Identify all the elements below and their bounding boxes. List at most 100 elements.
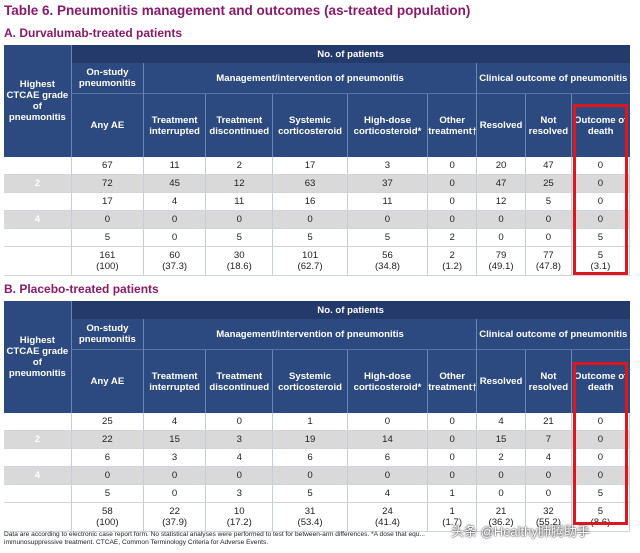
num-patients-header: No. of patients — [71, 301, 630, 319]
clinical-outcome-header: Clinical outcome of pneumonitis — [476, 63, 630, 94]
total-percent: (37.3) — [162, 261, 188, 272]
cell-treatment-discontinued: 4 — [205, 448, 274, 467]
cell-not-resolved: 4 — [525, 448, 572, 467]
total-count: 56 — [382, 250, 393, 261]
col-header-not-resolved: Not resolved — [524, 349, 572, 413]
col-header-treatment-interrupted: Treatment interrupted — [143, 349, 206, 413]
grade-label: 4 — [4, 210, 72, 229]
total-count: 79 — [495, 250, 507, 261]
cell-high-dose-corticosteroid: 6 — [347, 448, 429, 467]
cell-high-dose-corticosteroid: 3 — [347, 157, 429, 175]
cell-treatment-interrupted: 4 — [143, 192, 207, 211]
cell-resolved: 0 — [476, 210, 526, 229]
watermark: 头条 @Healthy肺腾助手 — [451, 524, 590, 539]
total-cell-resolved: 21 (36.2) — [476, 502, 526, 532]
cell-treatment-interrupted: 0 — [143, 210, 207, 229]
cell-high-dose-corticosteroid: 11 — [347, 192, 429, 211]
total-count: 60 — [169, 250, 180, 261]
col-header-not-resolved: Not resolved — [524, 93, 572, 157]
placebo-table: Highest CTCAE grade of pneumonitis No. of… — [4, 301, 631, 532]
highlight-box-death-a — [573, 104, 628, 275]
cell-resolved: 0 — [476, 466, 526, 485]
grade-label: 4 — [4, 466, 72, 485]
cell-resolved: 2 — [476, 448, 526, 467]
cell-treatment-interrupted: 15 — [143, 430, 207, 449]
col-header-high-dose-corticosteroid: High-dose corticosteroid* — [346, 93, 428, 157]
clinical-outcome-header: Clinical outcome of pneumonitis — [476, 319, 630, 350]
col-header-treatment-discontinued: Treatment discontinued — [205, 93, 273, 157]
management-header: Management/intervention of pneumonitis — [143, 319, 477, 350]
cell-any-ae: 0 — [71, 466, 145, 485]
total-cell-outcome-of-death: 5 (8.6) — [571, 502, 631, 532]
cell-outcome-of-death: 0 — [571, 192, 631, 211]
col-header-other-treatment: Other treatment† — [427, 349, 477, 413]
on-study-header: On-study pneumonitis — [71, 63, 144, 94]
table-title: Table 6. Pneumonitis management and outc… — [4, 3, 471, 18]
total-row: Total, n (%) 161 (100) 60 (37.3) 30 (18.6) 101(… — [4, 246, 631, 276]
col-header-any-ae: Any AE — [71, 349, 144, 413]
total-percent: (100) — [96, 517, 119, 528]
cell-not-resolved: 5 — [525, 192, 572, 211]
durvalumab-table: Highest CTCAE grade of pneumonitis No. of… — [4, 45, 631, 276]
cell-not-resolved: 0 — [525, 466, 572, 485]
total-cell-any-ae: 58 (100) — [71, 502, 145, 532]
total-count: 31 — [304, 506, 316, 517]
total-cell-other-treatment: 1 (1.7) — [427, 502, 478, 532]
cell-treatment-discontinued: 0 — [205, 466, 274, 485]
total-percent: (3.1) — [590, 261, 611, 272]
total-percent: (1.7) — [442, 517, 463, 528]
cell-treatment-discontinued: 11 — [205, 192, 274, 211]
cell-not-resolved: 21 — [525, 413, 572, 431]
section-a-heading: A. Durvalumab-treated patients — [4, 26, 183, 40]
total-cell-high-dose-corticosteroid: 24 (41.4) — [347, 502, 429, 532]
cell-treatment-discontinued: 0 — [205, 210, 274, 229]
total-percent: (47.8) — [535, 261, 561, 272]
grade-label: 5 — [4, 484, 72, 503]
cell-treatment-interrupted: 45 — [143, 174, 207, 193]
col-header-other-treatment: Other treatment† — [427, 93, 477, 157]
total-count: 101 — [302, 250, 319, 261]
section-b-heading: B. Placebo-treated patients — [4, 282, 159, 296]
total-row: Total, n (%) 58 (100) 22 (37.9) 10 (17.2) 31 (53… — [4, 502, 631, 532]
total-label: Total, n (%) — [4, 502, 72, 532]
cell-treatment-discontinued: 5 — [205, 228, 274, 247]
cell-outcome-of-death: 0 — [571, 430, 631, 449]
total-cell-resolved: 79 (49.1) — [476, 246, 526, 276]
total-percent: (17.2) — [226, 517, 252, 528]
col-header-high-dose-corticosteroid: High-dose corticosteroid* — [346, 349, 428, 413]
total-percent: (34.8) — [374, 261, 400, 272]
cell-treatment-interrupted: 4 — [143, 413, 207, 431]
cell-treatment-interrupted: 3 — [143, 448, 207, 467]
cell-outcome-of-death: 0 — [571, 448, 631, 467]
cell-systemic-corticosteroid: 0 — [272, 466, 348, 485]
total-count: 161 — [99, 250, 116, 261]
cell-treatment-interrupted: 0 — [143, 466, 207, 485]
total-count: 5 — [597, 506, 604, 517]
cell-outcome-of-death: 0 — [571, 174, 631, 193]
cell-not-resolved: 0 — [525, 228, 572, 247]
cell-high-dose-corticosteroid: 14 — [347, 430, 429, 449]
management-header: Management/intervention of pneumonitis — [143, 63, 477, 94]
cell-other-treatment: 1 — [427, 484, 478, 503]
cell-high-dose-corticosteroid: 5 — [347, 228, 429, 247]
total-count: 24 — [382, 506, 393, 517]
cell-resolved: 47 — [476, 174, 526, 193]
cell-outcome-of-death: 0 — [571, 413, 631, 431]
cell-systemic-corticosteroid: 0 — [272, 210, 348, 229]
total-percent: (36.2) — [488, 517, 514, 528]
cell-high-dose-corticosteroid: 0 — [347, 210, 429, 229]
cell-any-ae: 6 — [71, 448, 145, 467]
num-patients-header: No. of patients — [71, 45, 630, 63]
cell-high-dose-corticosteroid: 0 — [347, 413, 429, 431]
total-cell-treatment-discontinued: 30 (18.6) — [205, 246, 274, 276]
table-row: 2 72 45 12 63 37 0 47 25 0 — [4, 174, 631, 193]
cell-outcome-of-death: 5 — [571, 228, 631, 247]
cell-resolved: 15 — [476, 430, 526, 449]
cell-outcome-of-death: 0 — [571, 466, 631, 485]
cell-treatment-discontinued: 12 — [205, 174, 274, 193]
cell-other-treatment: 0 — [427, 210, 478, 229]
grade-label: 1 — [4, 413, 72, 431]
total-percent: (55.2) — [535, 517, 561, 528]
